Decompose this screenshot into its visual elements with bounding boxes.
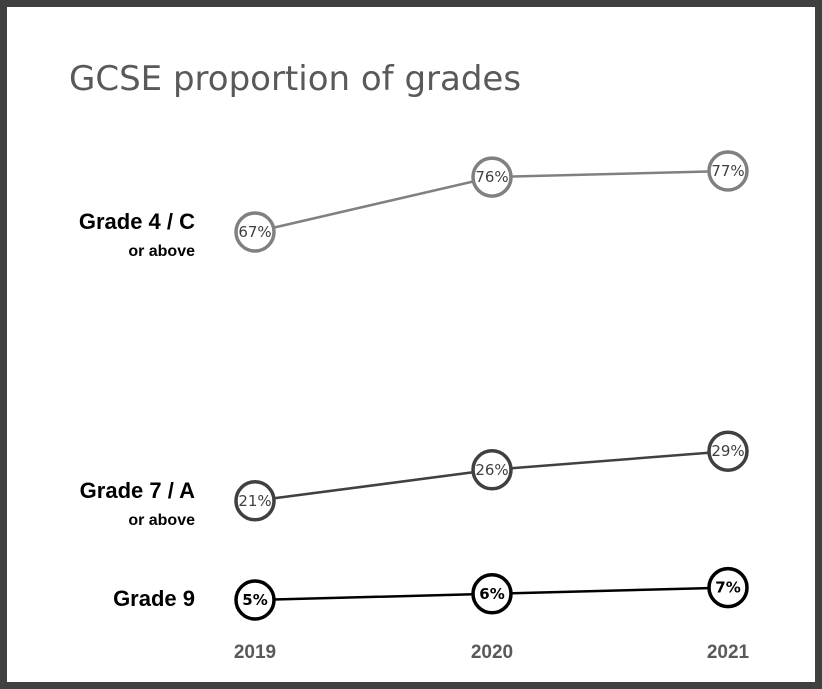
series-subname-grade-4-c: or above <box>128 243 195 260</box>
series-labels: Grade 4 / C or above Grade 7 / A or above Gr… <box>79 209 195 611</box>
x-tick-2021: 2021 <box>707 642 750 663</box>
series-name-grade-7-a: Grade 7 / A <box>80 478 195 503</box>
data-label-grade-4-c-2019: 67% <box>238 223 271 241</box>
data-label-grade-7-a-2020: 26% <box>475 461 508 479</box>
data-label-grade-9-2020: 6% <box>479 585 504 603</box>
data-point-grade-4-c-2021 <box>707 150 749 192</box>
series-layer: 67% 76% 77% 21% 26% 29% 5% 6% 7% <box>234 150 749 621</box>
x-tick-2020: 2020 <box>471 642 513 663</box>
chart-title: GCSE proportion of grades <box>69 59 522 99</box>
data-point-grade-7-a-2020 <box>471 449 513 491</box>
x-axis: 2019 2020 2021 <box>234 642 750 663</box>
data-label-grade-7-a-2019: 21% <box>238 492 271 510</box>
series-name-grade-4-c: Grade 4 / C <box>79 209 195 234</box>
data-point-grade-4-c-2020 <box>471 156 513 198</box>
data-label-grade-7-a-2021: 29% <box>711 442 744 460</box>
x-tick-2019: 2019 <box>234 642 276 663</box>
data-point-grade-9-2019 <box>234 579 276 621</box>
data-point-grade-9-2021 <box>707 566 749 609</box>
series-grade-9: 5% 6% 7% <box>234 566 749 621</box>
data-label-grade-9-2021: 7% <box>715 579 740 597</box>
data-point-grade-4-c-2019 <box>234 211 276 253</box>
data-label-grade-4-c-2020: 76% <box>475 168 508 186</box>
series-subname-grade-7-a: or above <box>128 512 195 529</box>
series-grade-7-a: 21% 26% 29% <box>234 430 749 522</box>
series-name-grade-9: Grade 9 <box>113 586 195 611</box>
data-point-grade-7-a-2021 <box>707 430 749 472</box>
data-label-grade-9-2019: 5% <box>242 591 267 609</box>
data-label-grade-4-c-2021: 77% <box>711 162 744 180</box>
data-point-grade-9-2020 <box>471 573 513 615</box>
series-grade-4-c: 67% 76% 77% <box>234 150 749 253</box>
data-point-grade-7-a-2019 <box>234 480 276 522</box>
